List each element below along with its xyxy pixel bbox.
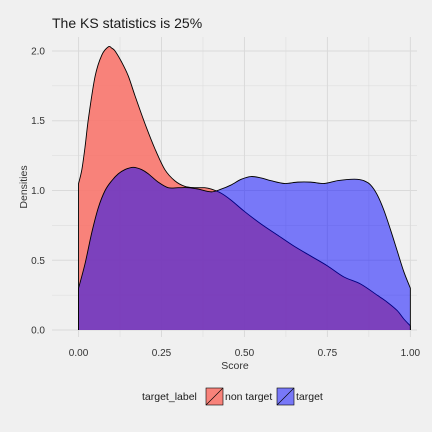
x-tick-label: 0.00 (69, 348, 89, 359)
legend-key-slash-target (276, 387, 295, 406)
legend-label-target: target (296, 391, 323, 403)
axis-ticks: 0.00 0.25 0.50 0.75 1.00 0.0 0.5 1.0 1.5 2.0 (31, 46, 420, 359)
legend-title: target_label (142, 391, 197, 403)
density-areas (78, 45, 411, 331)
legend-label-non-target: non target (225, 391, 272, 403)
legend-key-slash-non-target (205, 387, 224, 406)
y-tick-label: 1.5 (31, 116, 45, 127)
x-tick-label: 0.50 (235, 348, 255, 359)
y-tick-label: 2.0 (31, 46, 45, 57)
x-axis-label: Score (221, 360, 249, 372)
x-tick-label: 1.00 (401, 348, 421, 359)
x-tick-label: 0.75 (318, 348, 338, 359)
density-outline-target (78, 166, 411, 331)
x-tick-label: 0.25 (152, 348, 172, 359)
y-axis-label: Densities (18, 165, 30, 208)
legend: target_label non target target (142, 387, 323, 406)
y-tick-label: 0.5 (31, 256, 45, 267)
y-tick-label: 0.0 (31, 326, 45, 337)
y-tick-label: 1.0 (31, 186, 45, 197)
chart-title: The KS statistics is 25% (52, 15, 202, 31)
density-area-target (78, 167, 411, 331)
